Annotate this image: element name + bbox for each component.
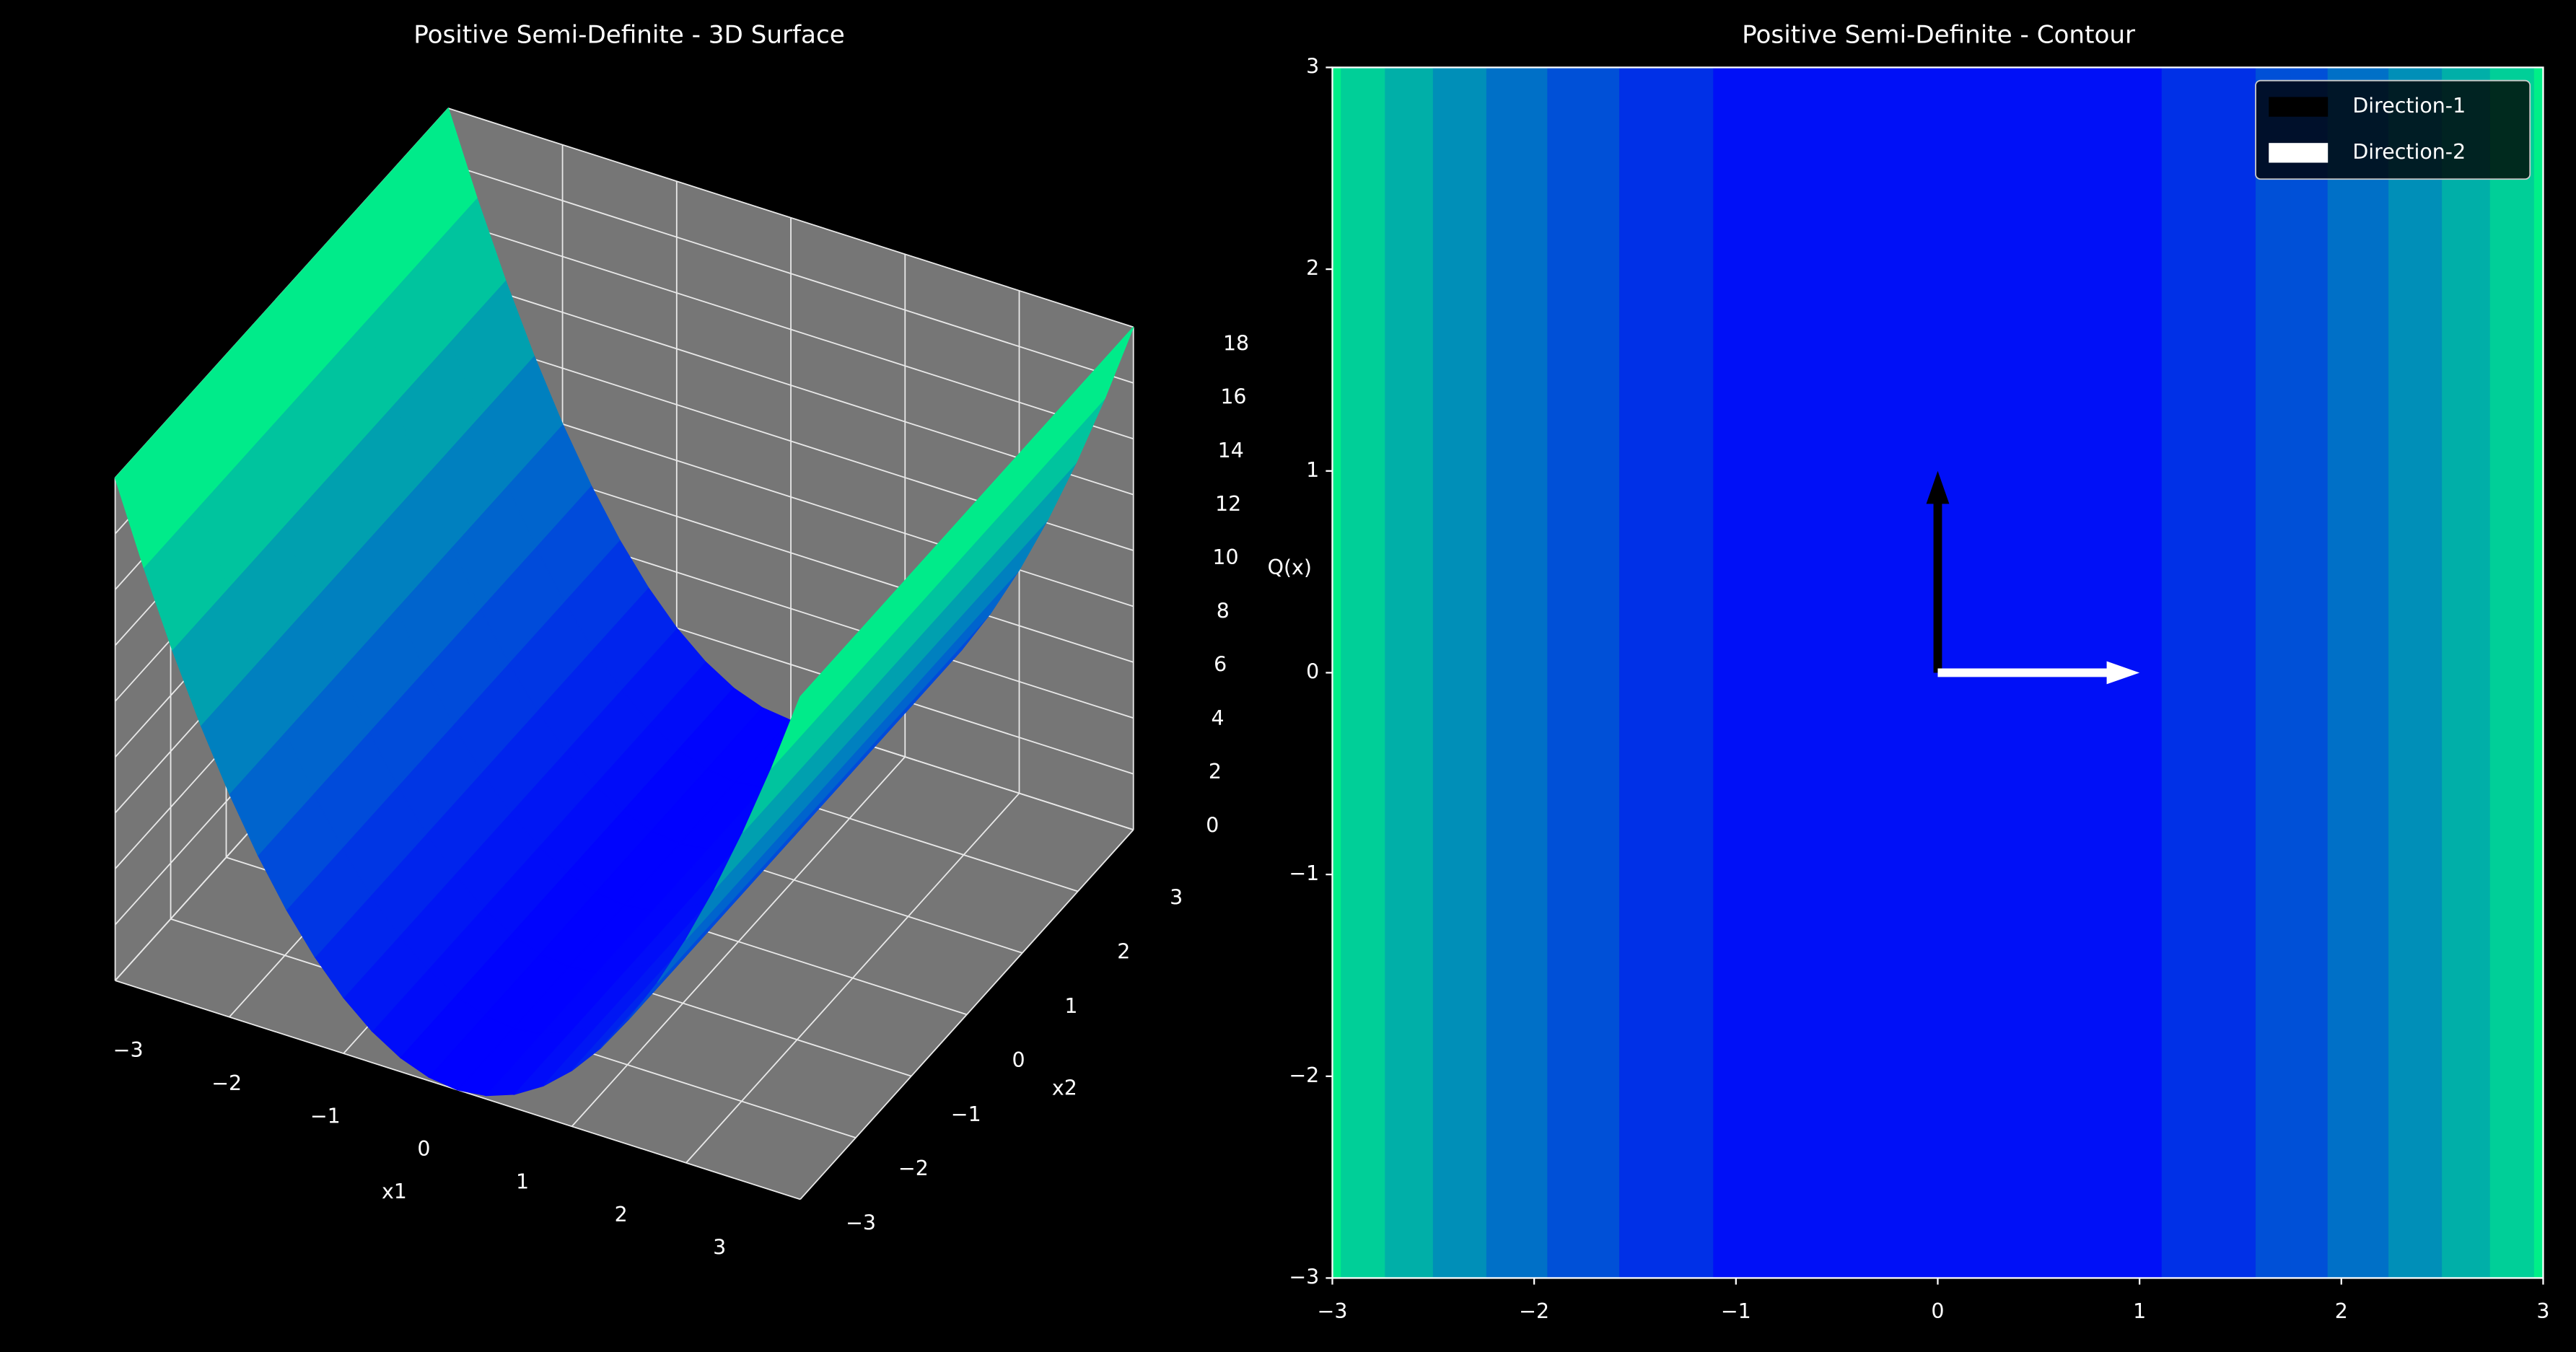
x-tick-label: −2 [1519,1299,1549,1323]
legend-label: Direction-1 [2352,94,2466,118]
x-axis-label: x1 [382,1180,407,1203]
x-tick-label: −3 [1318,1299,1348,1323]
contour-title: Positive Semi-Definite - Contour [1742,21,2136,50]
contour-band [1786,67,1838,1278]
x-tick-label: 1 [2133,1299,2146,1323]
x-tick-label: 2 [2335,1299,2348,1323]
surface-patch [771,634,857,768]
z-tick-label: 14 [1218,439,1244,462]
z-tick-label: 4 [1212,706,1225,730]
z-tick-label: 16 [1220,385,1246,409]
y-tick-label: −3 [1289,1265,1319,1289]
arrow [1937,661,2140,685]
grid-line [448,107,1134,328]
y-tick-label: 2 [1117,940,1130,964]
grid-line [448,163,1134,384]
contour-band [2240,67,2256,1278]
z-tick-label: 10 [1212,545,1238,569]
y-tick-label: 2 [1306,256,1319,280]
z-tick-label: 0 [1206,813,1219,837]
x-tick-label: −1 [1721,1299,1751,1323]
y-tick-label: 0 [1012,1048,1025,1072]
y-tick-label: 0 [1306,659,1319,683]
contour-band [1685,67,1714,1278]
z-axis-label: Q(x) [1268,556,1312,579]
x-tick-label: 1 [516,1169,529,1193]
x-tick-label: −1 [310,1104,341,1128]
arrow [1926,470,1950,673]
contour-band [1533,67,1548,1278]
contour-band [1836,67,1888,1278]
x-tick-label: −3 [113,1038,144,1062]
contour-band [1735,67,1787,1278]
contour-band [1584,67,1620,1278]
contour-band [1634,67,1686,1278]
y-axis-label: x2 [1052,1076,1077,1100]
y-tick-label: 3 [1170,886,1183,910]
contour-band [2139,67,2163,1278]
contour-band [1341,67,1383,1278]
y-tick-label: 3 [1306,54,1319,78]
y-tick-label: 1 [1064,994,1077,1018]
z-tick-label: 6 [1214,653,1227,677]
x-tick-label: 3 [713,1235,726,1259]
x-tick-label: 3 [2536,1299,2549,1323]
contour-band [2489,67,2494,1278]
contour-band [2341,67,2390,1278]
z-tick-label: 8 [1217,599,1230,623]
contour-band [1483,67,1487,1278]
y-tick-label: −1 [951,1102,981,1126]
contour-band [2391,67,2443,1278]
contour-band [1332,67,1342,1278]
legend-label: Direction-2 [2352,140,2466,164]
contour-band [1486,67,1535,1278]
y-tick-label: 1 [1306,458,1319,482]
contour-band [2388,67,2393,1278]
x-tick-label: 2 [615,1203,628,1226]
contour-band [1619,67,1636,1278]
surface-title: Positive Semi-Definite - 3D Surface [413,21,844,50]
z-tick-label: 12 [1215,492,1241,516]
contour-band [1382,67,1386,1278]
legend-swatch [2269,97,2329,117]
contour-band [2442,67,2491,1278]
contour-band [2290,67,2329,1278]
contour-band [2492,67,2535,1278]
contour-band [1547,67,1585,1278]
contour-band [2256,67,2292,1278]
z-tick-label: 18 [1223,331,1249,355]
y-tick-label: −2 [898,1156,929,1180]
x-tick-label: 0 [1931,1299,1944,1323]
contour-band [2189,67,2241,1278]
z-tick-label: 2 [1209,760,1222,783]
y-tick-label: −2 [1289,1063,1319,1087]
contour-band [1432,67,1484,1278]
y-tick-label: −1 [1289,861,1319,885]
surface-patch [114,415,200,569]
legend-swatch [2269,143,2329,163]
grid-line [448,219,1134,440]
contour-band [2533,67,2544,1278]
contour-band [1385,67,1434,1278]
contour-band [2161,67,2191,1278]
contour-band [1887,67,1938,1278]
x-tick-label: −2 [211,1071,242,1095]
contour-band [1713,67,1737,1278]
x-tick-label: 0 [417,1137,430,1161]
contour-band [2327,67,2342,1278]
y-tick-label: −3 [846,1211,876,1234]
